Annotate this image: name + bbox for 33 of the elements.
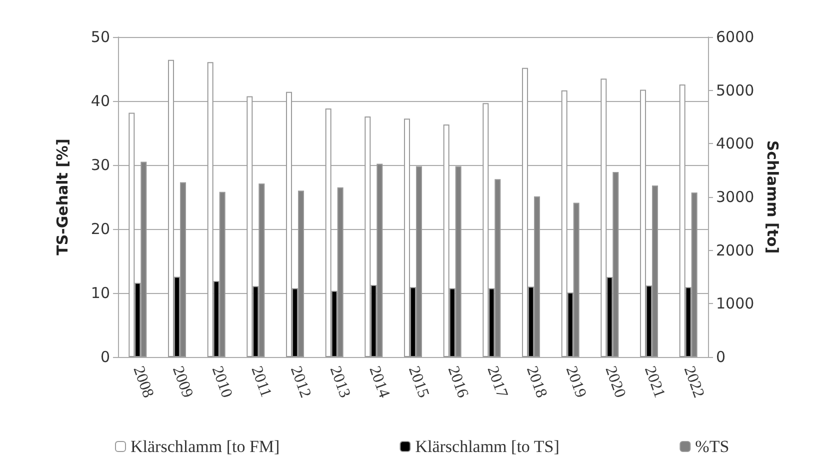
x-tick-label: 2022 [680,364,708,400]
y-tick-label: 30 [90,156,110,174]
x-tick-label: 2015 [405,364,432,400]
x-tick-label: 2016 [444,364,472,400]
y-tick-label: 50 [90,28,110,46]
x-tick-label: 2008 [130,364,157,400]
x-tick-label: 2013 [326,364,354,400]
y2-tick-label: 4000 [716,134,754,153]
x-tick-label: 2020 [602,364,629,400]
y-tick-label: 0 [100,348,110,366]
y-tick-label: 10 [90,284,110,302]
y-tick-label: 40 [90,92,110,110]
x-tick-label: 2021 [641,364,668,400]
x-tick-label: 2012 [287,364,314,400]
y2-tick-label: 6000 [716,28,754,46]
legend-label: Klärschlamm [to FM] [130,437,280,456]
y2-tick-label: 0 [716,348,726,366]
x-tick-label: 2018 [523,364,550,400]
y2-tick-label: 5000 [716,81,754,100]
y-tick-label: 20 [90,220,110,238]
legend-label: Klärschlamm [to TS] [415,437,560,456]
x-tick-label: 2014 [366,364,393,400]
x-tick-label: 2017 [484,364,511,400]
legend-label: %TS [695,437,730,456]
y2-tick-label: 3000 [716,188,754,206]
x-tick-label: 2011 [248,364,274,400]
x-tick-label: 2010 [208,364,236,400]
x-tick-label: 2019 [562,364,590,400]
y2-axis-title: Schlamm [to] [764,140,782,254]
y2-tick-label: 2000 [716,241,754,260]
y2-tick-label: 1000 [716,294,754,313]
x-tick-label: 2009 [169,364,196,400]
y-axis-title: TS-Gehalt [%] [54,138,72,256]
